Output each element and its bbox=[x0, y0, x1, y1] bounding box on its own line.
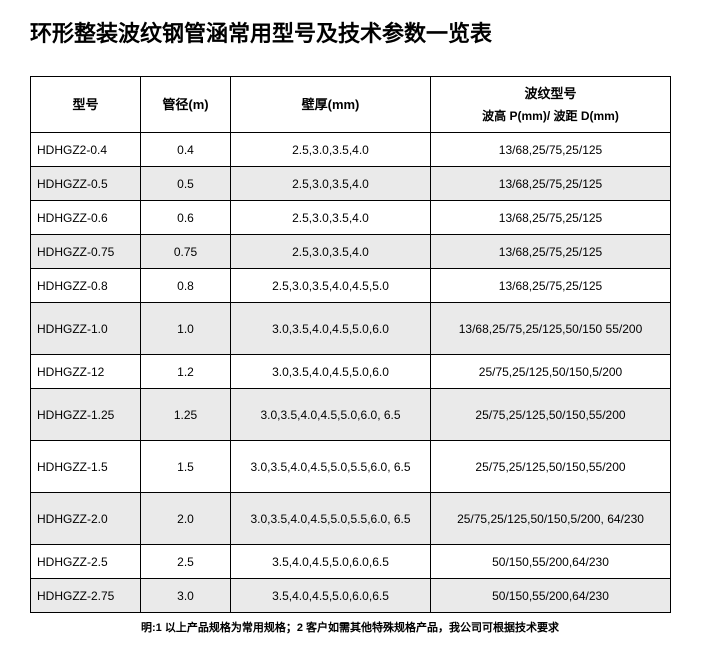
header-wave-sub: 波高 P(mm)/ 波距 D(mm) bbox=[433, 107, 668, 125]
table-row: HDHGZZ-0.750.752.5,3.0,3.5,4.013/68,25/7… bbox=[31, 235, 671, 269]
table-row: HDHGZZ-1.01.03.0,3.5,4.0,4.5,5.0,6.013/6… bbox=[31, 303, 671, 355]
cell-thickness: 2.5,3.0,3.5,4.0,4.5,5.0 bbox=[231, 269, 431, 303]
cell-diameter: 2.5 bbox=[141, 545, 231, 579]
cell-thickness: 3.0,3.5,4.0,4.5,5.0,6.0, 6.5 bbox=[231, 389, 431, 441]
cell-thickness: 2.5,3.0,3.5,4.0 bbox=[231, 133, 431, 167]
cell-thickness: 3.0,3.5,4.0,4.5,5.0,5.5,6.0, 6.5 bbox=[231, 441, 431, 493]
cell-wave: 13/68,25/75,25/125 bbox=[431, 201, 671, 235]
cell-thickness: 3.5,4.0,4.5,5.0,6.0,6.5 bbox=[231, 545, 431, 579]
cell-diameter: 0.6 bbox=[141, 201, 231, 235]
cell-thickness: 3.5,4.0,4.5,5.0,6.0,6.5 bbox=[231, 579, 431, 613]
cell-wave: 13/68,25/75,25/125 bbox=[431, 269, 671, 303]
cell-model: HDHGZZ-12 bbox=[31, 355, 141, 389]
cell-model: HDHGZZ-2.75 bbox=[31, 579, 141, 613]
cell-wave: 50/150,55/200,64/230 bbox=[431, 545, 671, 579]
header-row: 型号 管径(m) 壁厚(mm) 波纹型号 波高 P(mm)/ 波距 D(mm) bbox=[31, 77, 671, 133]
cell-thickness: 2.5,3.0,3.5,4.0 bbox=[231, 201, 431, 235]
cell-model: HDHGZZ-2.0 bbox=[31, 493, 141, 545]
cell-thickness: 3.0,3.5,4.0,4.5,5.0,5.5,6.0, 6.5 bbox=[231, 493, 431, 545]
cell-model: HDHGZZ-0.6 bbox=[31, 201, 141, 235]
cell-wave: 13/68,25/75,25/125 bbox=[431, 235, 671, 269]
cell-model: HDHGZZ-2.5 bbox=[31, 545, 141, 579]
cell-diameter: 0.5 bbox=[141, 167, 231, 201]
table-row: HDHGZZ-121.23.0,3.5,4.0,4.5,5.0,6.025/75… bbox=[31, 355, 671, 389]
cell-diameter: 1.0 bbox=[141, 303, 231, 355]
cell-model: HDHGZZ-1.5 bbox=[31, 441, 141, 493]
page-title: 环形整装波纹钢管涵常用型号及技术参数一览表 bbox=[30, 16, 673, 48]
table-row: HDHGZZ-1.51.53.0,3.5,4.0,4.5,5.0,5.5,6.0… bbox=[31, 441, 671, 493]
spec-table: 型号 管径(m) 壁厚(mm) 波纹型号 波高 P(mm)/ 波距 D(mm) … bbox=[30, 76, 671, 613]
table-row: HDHGZZ-0.60.62.5,3.0,3.5,4.013/68,25/75,… bbox=[31, 201, 671, 235]
cell-model: HDHGZZ-1.25 bbox=[31, 389, 141, 441]
cell-wave: 50/150,55/200,64/230 bbox=[431, 579, 671, 613]
cell-wave: 25/75,25/125,50/150,5/200 bbox=[431, 355, 671, 389]
cell-wave: 13/68,25/75,25/125 bbox=[431, 167, 671, 201]
table-row: HDHGZ2-0.40.42.5,3.0,3.5,4.013/68,25/75,… bbox=[31, 133, 671, 167]
cell-thickness: 3.0,3.5,4.0,4.5,5.0,6.0 bbox=[231, 355, 431, 389]
table-row: HDHGZZ-2.02.03.0,3.5,4.0,4.5,5.0,5.5,6.0… bbox=[31, 493, 671, 545]
table-row: HDHGZZ-0.80.82.5,3.0,3.5,4.0,4.5,5.013/6… bbox=[31, 269, 671, 303]
cell-diameter: 0.8 bbox=[141, 269, 231, 303]
header-wave: 波纹型号 波高 P(mm)/ 波距 D(mm) bbox=[431, 77, 671, 133]
cell-diameter: 0.75 bbox=[141, 235, 231, 269]
cell-thickness: 3.0,3.5,4.0,4.5,5.0,6.0 bbox=[231, 303, 431, 355]
cell-diameter: 1.5 bbox=[141, 441, 231, 493]
cell-diameter: 0.4 bbox=[141, 133, 231, 167]
cell-wave: 25/75,25/125,50/150,5/200, 64/230 bbox=[431, 493, 671, 545]
cell-wave: 13/68,25/75,25/125,50/150 55/200 bbox=[431, 303, 671, 355]
table-row: HDHGZZ-2.753.03.5,4.0,4.5,5.0,6.0,6.550/… bbox=[31, 579, 671, 613]
cell-thickness: 2.5,3.0,3.5,4.0 bbox=[231, 235, 431, 269]
cell-wave: 25/75,25/125,50/150,55/200 bbox=[431, 389, 671, 441]
cell-diameter: 1.2 bbox=[141, 355, 231, 389]
header-model: 型号 bbox=[31, 77, 141, 133]
cell-diameter: 3.0 bbox=[141, 579, 231, 613]
table-row: HDHGZZ-0.50.52.5,3.0,3.5,4.013/68,25/75,… bbox=[31, 167, 671, 201]
header-diameter: 管径(m) bbox=[141, 77, 231, 133]
cell-diameter: 2.0 bbox=[141, 493, 231, 545]
header-thickness: 壁厚(mm) bbox=[231, 77, 431, 133]
cell-wave: 13/68,25/75,25/125 bbox=[431, 133, 671, 167]
header-wave-main: 波纹型号 bbox=[524, 86, 576, 101]
cell-model: HDHGZZ-0.8 bbox=[31, 269, 141, 303]
cell-model: HDHGZZ-0.75 bbox=[31, 235, 141, 269]
footnote: 明:1 以上产品规格为常用规格；2 客户如需其他特殊规格产品，我公司可根据技术要… bbox=[30, 619, 670, 635]
cell-model: HDHGZ2-0.4 bbox=[31, 133, 141, 167]
table-body: HDHGZ2-0.40.42.5,3.0,3.5,4.013/68,25/75,… bbox=[31, 133, 671, 613]
table-row: HDHGZZ-2.52.53.5,4.0,4.5,5.0,6.0,6.550/1… bbox=[31, 545, 671, 579]
cell-model: HDHGZZ-0.5 bbox=[31, 167, 141, 201]
cell-model: HDHGZZ-1.0 bbox=[31, 303, 141, 355]
cell-diameter: 1.25 bbox=[141, 389, 231, 441]
table-row: HDHGZZ-1.251.253.0,3.5,4.0,4.5,5.0,6.0, … bbox=[31, 389, 671, 441]
cell-thickness: 2.5,3.0,3.5,4.0 bbox=[231, 167, 431, 201]
cell-wave: 25/75,25/125,50/150,55/200 bbox=[431, 441, 671, 493]
